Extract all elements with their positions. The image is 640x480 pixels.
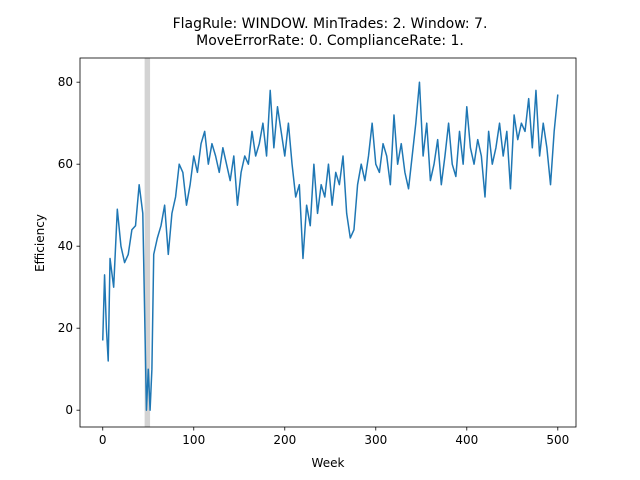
y-axis-label: Efficiency [33,214,47,272]
x-tick-label: 400 [455,433,478,447]
chart-title: MoveErrorRate: 0. ComplianceRate: 1. [196,33,464,49]
x-axis-label: Week [312,456,345,470]
y-tick-label: 40 [58,239,73,253]
y-tick-label: 80 [58,75,73,89]
y-tick-label: 0 [65,403,73,417]
line-series [102,81,559,411]
x-tick-label: 0 [99,433,107,447]
axes-frame [79,57,577,428]
y-tick-label: 20 [58,321,73,335]
x-tick-label: 300 [364,433,387,447]
x-tick-label: 100 [182,433,205,447]
x-tick-label: 500 [546,433,569,447]
x-tick-label: 200 [273,433,296,447]
highlight-span [144,58,151,427]
chart-title: FlagRule: WINDOW. MinTrades: 2. Window: … [173,16,488,32]
y-tick-label: 60 [58,157,73,171]
